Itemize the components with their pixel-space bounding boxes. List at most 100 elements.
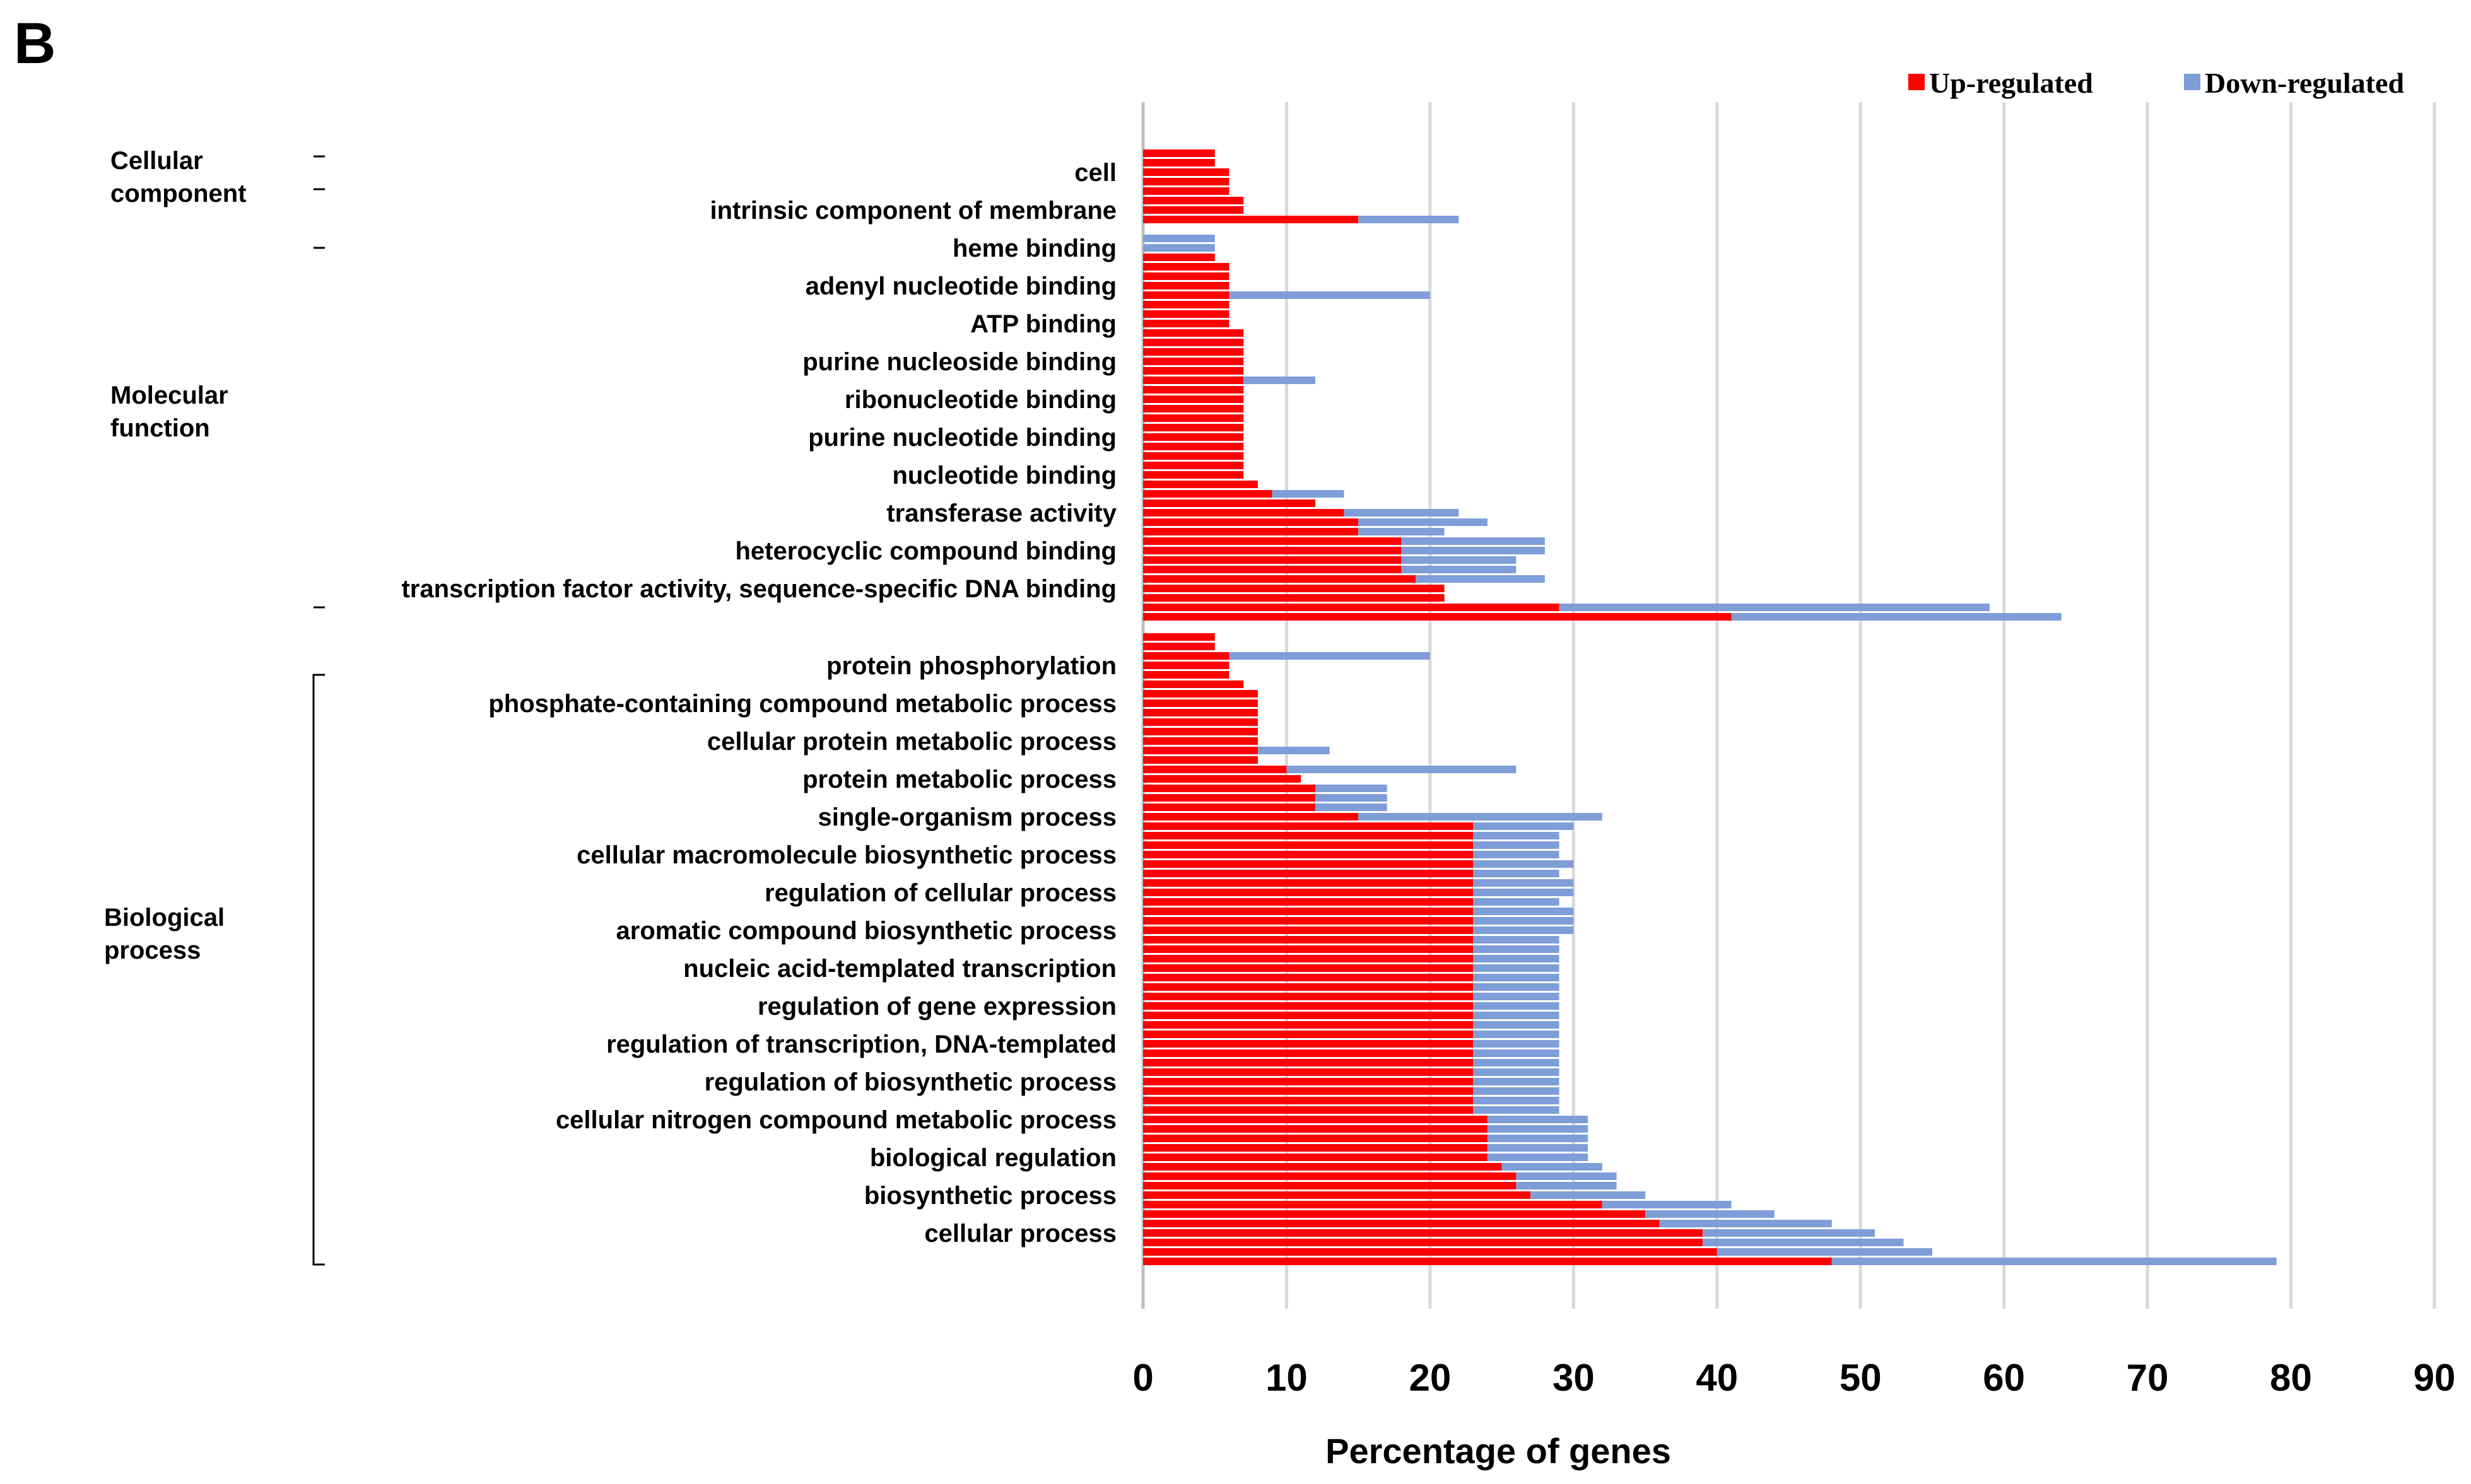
- bar-up-regulated: [1143, 1116, 1488, 1123]
- bar-up-regulated: [1143, 964, 1474, 972]
- group-labels: Cellular component Molecular function Biolog…: [104, 147, 325, 1266]
- bar-up-regulated: [1143, 254, 1215, 261]
- bar-up-regulated: [1143, 358, 1244, 365]
- panel-letter: B: [14, 11, 56, 76]
- bar-up-regulated: [1143, 395, 1244, 403]
- category-label: phosphate-containing compound metabolic …: [488, 690, 1117, 718]
- bar-down-regulated: [1358, 528, 1445, 535]
- bar-down-regulated: [1473, 1031, 1559, 1038]
- bar-down-regulated: [1487, 1135, 1588, 1142]
- bar-up-regulated: [1143, 785, 1315, 792]
- x-tick-label: 30: [1552, 1357, 1595, 1399]
- group-bracket: [312, 674, 325, 1266]
- group-label: Cellular: [110, 147, 203, 175]
- category-label: protein metabolic process: [802, 766, 1117, 793]
- bar-up-regulated: [1143, 500, 1315, 507]
- bar-down-regulated: [1473, 1106, 1559, 1114]
- bar-down-regulated: [1487, 1154, 1588, 1161]
- bar-up-regulated: [1143, 926, 1474, 934]
- bar-down-regulated: [1257, 747, 1330, 754]
- bar-down-regulated: [1473, 1087, 1559, 1095]
- bar-up-regulated: [1143, 1078, 1474, 1085]
- bar-up-regulated: [1143, 443, 1244, 450]
- legend-swatch-up: [1908, 74, 1925, 90]
- bar-up-regulated: [1143, 1002, 1474, 1010]
- bar-down-regulated: [1315, 785, 1387, 792]
- bar-down-regulated: [1731, 613, 2062, 621]
- bar-up-regulated: [1143, 329, 1244, 337]
- bar-down-regulated: [1473, 955, 1559, 962]
- bar-up-regulated: [1143, 1068, 1474, 1076]
- bar-up-regulated: [1143, 452, 1244, 460]
- legend-swatch-down: [2184, 74, 2200, 90]
- bar-up-regulated: [1143, 367, 1244, 375]
- bar-down-regulated: [1473, 1012, 1559, 1019]
- x-tick-label: 40: [1696, 1357, 1738, 1399]
- bar-up-regulated: [1143, 889, 1474, 896]
- group-label: component: [110, 180, 247, 207]
- bar-down-regulated: [1473, 898, 1559, 906]
- bar-up-regulated: [1143, 547, 1402, 554]
- bar-up-regulated: [1143, 320, 1230, 327]
- bar-up-regulated: [1143, 348, 1244, 356]
- bar-down-regulated: [1559, 604, 1990, 611]
- category-label: transcription factor activity, sequence-…: [401, 575, 1117, 603]
- category-label: heme binding: [953, 235, 1117, 262]
- bar-up-regulated: [1143, 263, 1230, 271]
- bar-down-regulated: [1473, 832, 1559, 839]
- bar-down-regulated: [1487, 1144, 1588, 1152]
- bar-up-regulated: [1143, 1201, 1602, 1208]
- category-label: protein phosphorylation: [826, 652, 1117, 680]
- category-label: cellular protein metabolic process: [707, 728, 1117, 756]
- bar-up-regulated: [1143, 1239, 1703, 1246]
- bar-up-regulated: [1143, 310, 1230, 318]
- bar-down-regulated: [1272, 490, 1344, 498]
- bar-down-regulated: [1286, 766, 1517, 773]
- category-label: biosynthetic process: [864, 1182, 1117, 1210]
- category-label: cell: [1074, 159, 1117, 187]
- bar-up-regulated: [1143, 168, 1230, 176]
- bar-down-regulated: [1358, 518, 1488, 526]
- bar-down-regulated: [1229, 291, 1430, 299]
- bar-down-regulated: [1416, 575, 1545, 583]
- bar-up-regulated: [1143, 1087, 1474, 1095]
- bar-up-regulated: [1143, 471, 1244, 479]
- bar-up-regulated: [1143, 699, 1258, 707]
- x-tick-label: 10: [1265, 1357, 1308, 1399]
- bar-up-regulated: [1143, 1012, 1474, 1019]
- bar-down-regulated: [1645, 1210, 1775, 1218]
- bar-up-regulated: [1143, 216, 1359, 223]
- bar-up-regulated: [1143, 983, 1474, 991]
- bar-down-regulated: [1501, 1163, 1602, 1171]
- category-label: cellular macromolecule biosynthetic proc…: [577, 841, 1117, 869]
- bar-up-regulated: [1143, 936, 1474, 944]
- bar-down-regulated: [1703, 1229, 1875, 1237]
- category-label: adenyl nucleotide binding: [806, 272, 1117, 300]
- bar-down-regulated: [1473, 926, 1574, 934]
- bar-up-regulated: [1143, 537, 1402, 545]
- category-labels: cell intrinsic component of membrane heme …: [401, 159, 1117, 1247]
- bar-up-regulated: [1143, 794, 1315, 802]
- category-label: cellular process: [924, 1220, 1117, 1247]
- bar-down-regulated: [1831, 1258, 2277, 1265]
- bar-up-regulated: [1143, 652, 1230, 660]
- bar-up-regulated: [1143, 386, 1244, 394]
- bar-up-regulated: [1143, 594, 1445, 602]
- bar-down-regulated: [1473, 964, 1559, 972]
- bar-down-regulated: [1602, 1201, 1732, 1208]
- bar-down-regulated: [1358, 216, 1459, 223]
- category-label: cellular nitrogen compound metabolic pro…: [556, 1106, 1117, 1134]
- bar-up-regulated: [1143, 1182, 1517, 1189]
- bar-down-regulated: [1473, 822, 1574, 830]
- category-label: purine nucleotide binding: [808, 424, 1117, 452]
- bar-up-regulated: [1143, 282, 1230, 289]
- bar-up-regulated: [1143, 813, 1359, 821]
- bar-up-regulated: [1143, 1210, 1646, 1218]
- bar-up-regulated: [1143, 604, 1559, 611]
- x-tick-label: 90: [2414, 1357, 2456, 1399]
- bar-up-regulated: [1143, 1220, 1660, 1227]
- category-label: regulation of gene expression: [758, 993, 1117, 1020]
- bar-up-regulated: [1143, 187, 1230, 195]
- x-axis-ticks: 0 10 20 30 40 50 60 70 80 90: [1132, 1357, 2455, 1399]
